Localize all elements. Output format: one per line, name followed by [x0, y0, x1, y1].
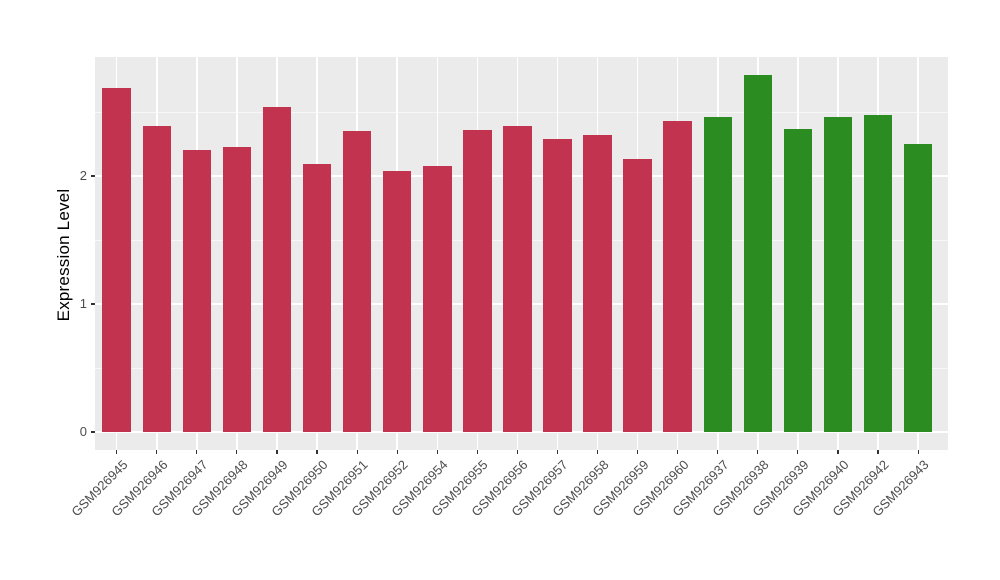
x-tick-mark: [637, 450, 639, 454]
x-tick-mark: [156, 450, 158, 454]
bar-GSM926958: [583, 135, 612, 432]
x-tick-mark: [717, 450, 719, 454]
bar-GSM926942: [863, 114, 893, 432]
bar-GSM926952: [382, 170, 412, 432]
x-tick-mark: [436, 450, 438, 454]
x-tick-mark: [396, 450, 398, 454]
bar-GSM926938: [743, 74, 773, 432]
plot-panel: [95, 57, 948, 450]
bar-GSM926937: [703, 117, 732, 432]
bar-GSM926949: [262, 106, 292, 432]
bar-GSM926939: [783, 128, 813, 432]
bar-GSM926943: [903, 144, 933, 432]
bar-GSM926947: [182, 150, 212, 432]
x-tick-mark: [116, 450, 118, 454]
bar-GSM926957: [543, 138, 572, 432]
bar-GSM926948: [222, 146, 252, 432]
x-tick-mark: [276, 450, 278, 454]
x-tick-mark: [196, 450, 198, 454]
y-tick-label: 2: [79, 168, 87, 183]
bar-GSM926945: [102, 87, 131, 432]
x-tick-mark: [677, 450, 679, 454]
bar-GSM926940: [823, 117, 853, 432]
y-tick-mark: [90, 431, 95, 433]
x-tick-mark: [596, 450, 599, 454]
x-tick-mark: [356, 450, 358, 454]
bar-GSM926956: [503, 126, 532, 432]
bar-GSM926955: [463, 129, 492, 432]
x-tick-mark: [797, 450, 799, 454]
x-tick-mark: [757, 450, 759, 454]
x-tick-mark: [236, 450, 238, 454]
x-tick-mark: [877, 450, 879, 454]
y-tick-mark: [90, 175, 95, 177]
bar-GSM926960: [663, 120, 692, 432]
gridline-major: [95, 431, 948, 433]
bar-GSM926951: [342, 131, 372, 432]
y-tick-mark: [90, 303, 95, 305]
x-tick-mark: [476, 450, 478, 454]
y-tick-label: 0: [79, 424, 87, 439]
x-tick-mark: [316, 450, 318, 454]
x-tick-mark: [837, 450, 839, 454]
y-axis-title: Expression Level: [54, 188, 73, 322]
bar-GSM926959: [623, 159, 652, 432]
gridline-minor: [95, 112, 948, 113]
bar-GSM926946: [142, 126, 172, 432]
bar-GSM926954: [423, 165, 452, 432]
bar-GSM926950: [302, 164, 332, 432]
x-tick-mark: [516, 450, 518, 454]
x-tick-mark: [556, 450, 559, 454]
x-tick-mark: [917, 450, 919, 454]
y-tick-label: 1: [79, 296, 87, 311]
